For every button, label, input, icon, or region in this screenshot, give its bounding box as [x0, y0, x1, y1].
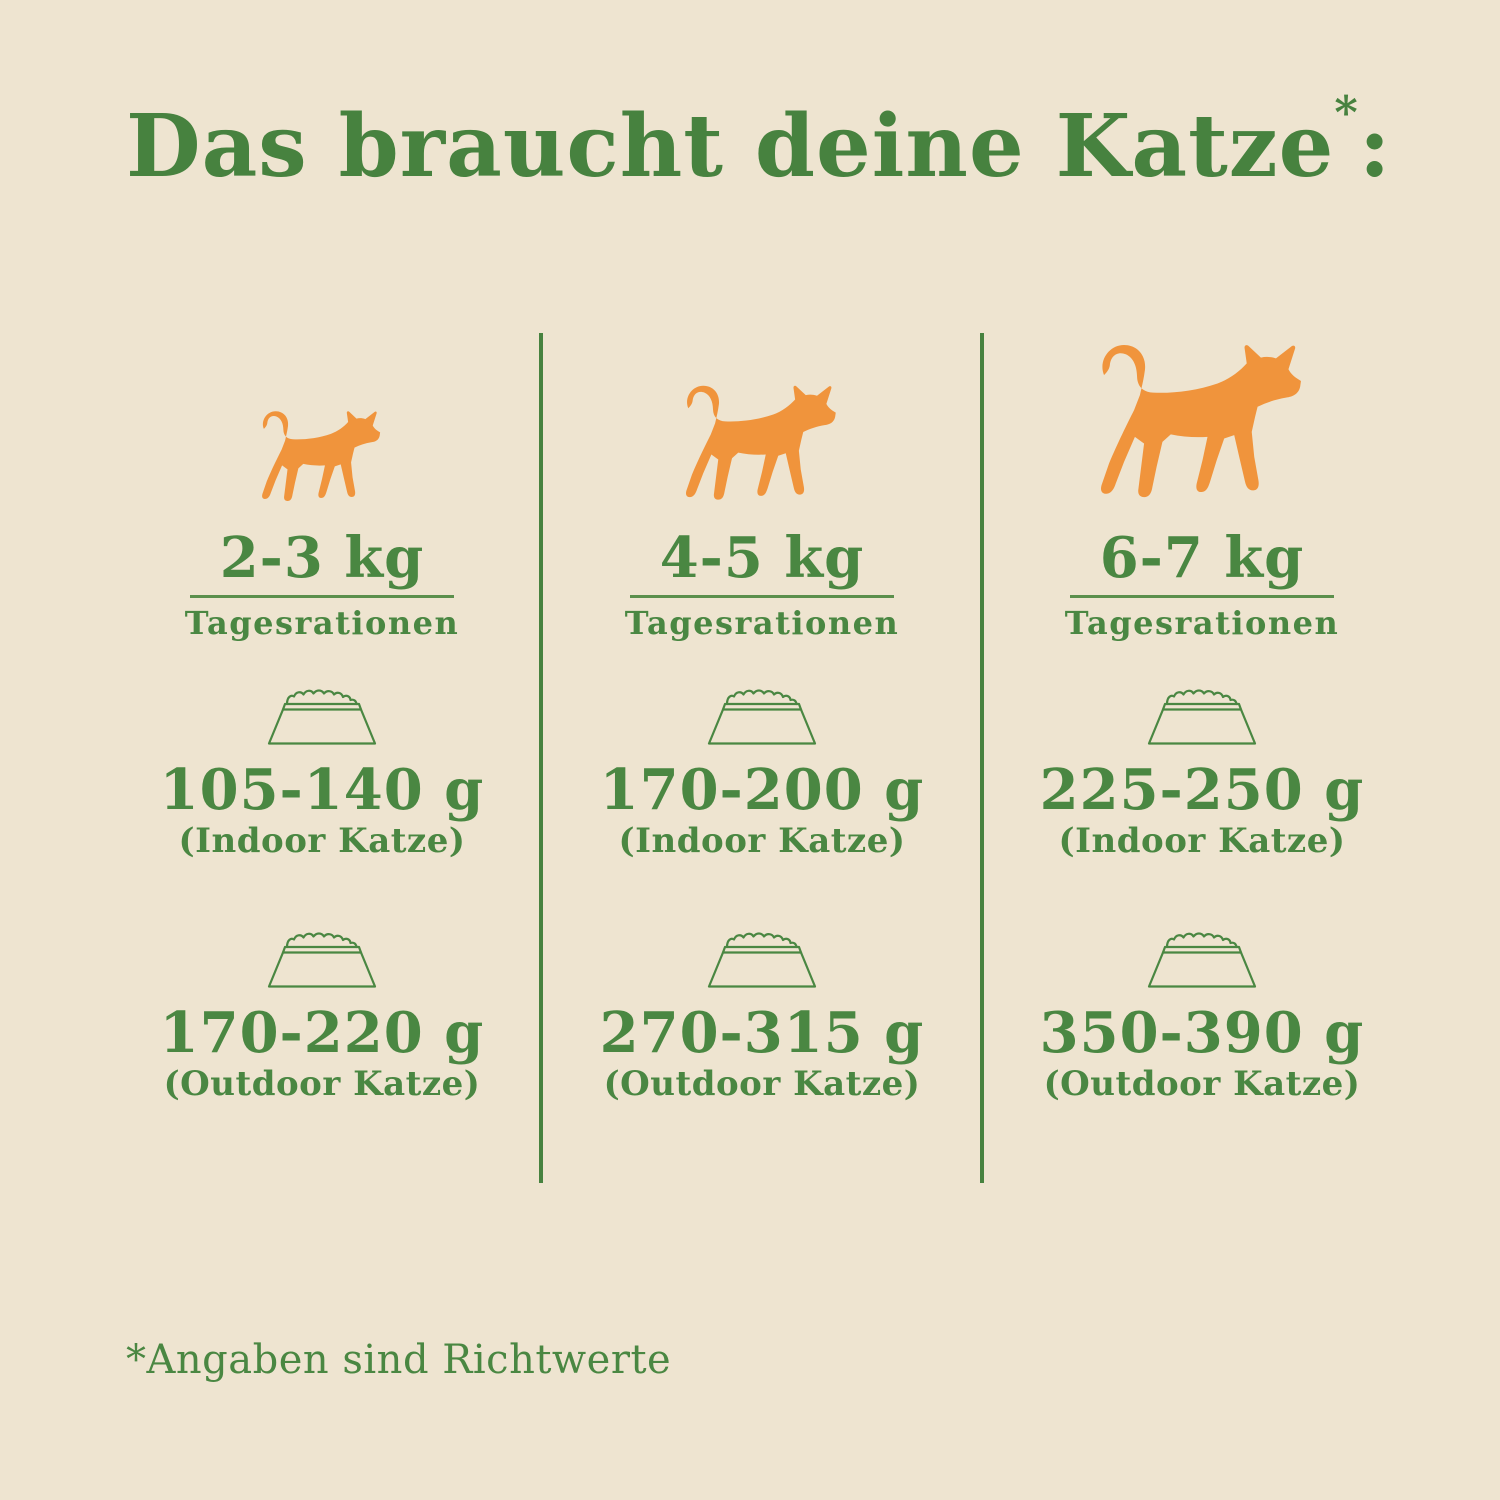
indoor-katze-label: (Indoor Katze)	[1058, 821, 1346, 861]
indoor-amount-label: 105-140 g	[159, 757, 485, 823]
column-large-cat: 6-7 kg Tagesrationen 225-250 g (Indoor K…	[982, 330, 1422, 1101]
outdoor-amount-label: 350-390 g	[1039, 1000, 1365, 1066]
underline-divider	[630, 595, 894, 598]
daily-rations-label: Tagesrationen	[184, 604, 460, 642]
page-title: Das braucht deine Katze*:	[126, 91, 1392, 195]
weight-range-label: 6-7 kg	[1099, 525, 1305, 591]
column-divider	[980, 333, 984, 1183]
indoor-katze-label: (Indoor Katze)	[618, 821, 906, 861]
cat-silhouette-icon	[677, 382, 847, 507]
indoor-katze-label: (Indoor Katze)	[178, 821, 466, 861]
outdoor-katze-label: (Outdoor Katze)	[603, 1064, 921, 1104]
food-bowl-icon	[260, 688, 384, 750]
weight-range-label: 4-5 kg	[659, 525, 865, 591]
food-bowl-icon	[1140, 688, 1264, 750]
column-divider	[539, 333, 543, 1183]
title-colon: :	[1358, 96, 1392, 197]
column-medium-cat: 4-5 kg Tagesrationen 170-200 g (Indoor K…	[542, 330, 982, 1101]
column-small-cat: 2-3 kg Tagesrationen 105-140 g (Indoor K…	[102, 330, 542, 1101]
outdoor-amount-label: 270-315 g	[599, 1000, 925, 1066]
title-asterisk: *	[1334, 86, 1359, 140]
food-bowl-icon	[1140, 931, 1264, 993]
outdoor-katze-label: (Outdoor Katze)	[1043, 1064, 1361, 1104]
food-bowl-icon	[700, 931, 824, 993]
food-bowl-icon	[260, 931, 384, 993]
underline-divider	[1070, 595, 1334, 598]
page-title-text: Das braucht deine Katze	[126, 96, 1335, 197]
daily-rations-label: Tagesrationen	[1064, 604, 1340, 642]
indoor-amount-label: 170-200 g	[599, 757, 925, 823]
cat-silhouette-icon	[1089, 340, 1316, 507]
outdoor-katze-label: (Outdoor Katze)	[163, 1064, 481, 1104]
weight-range-label: 2-3 kg	[219, 525, 425, 591]
cat-box	[255, 330, 389, 507]
footnote: *Angaben sind Richtwerte	[126, 1337, 672, 1383]
cat-silhouette-icon	[255, 408, 389, 507]
outdoor-amount-label: 170-220 g	[159, 1000, 485, 1066]
cat-box	[1089, 330, 1316, 507]
underline-divider	[190, 595, 454, 598]
cat-box	[677, 330, 847, 507]
indoor-amount-label: 225-250 g	[1039, 757, 1365, 823]
food-bowl-icon	[700, 688, 824, 750]
daily-rations-label: Tagesrationen	[624, 604, 900, 642]
